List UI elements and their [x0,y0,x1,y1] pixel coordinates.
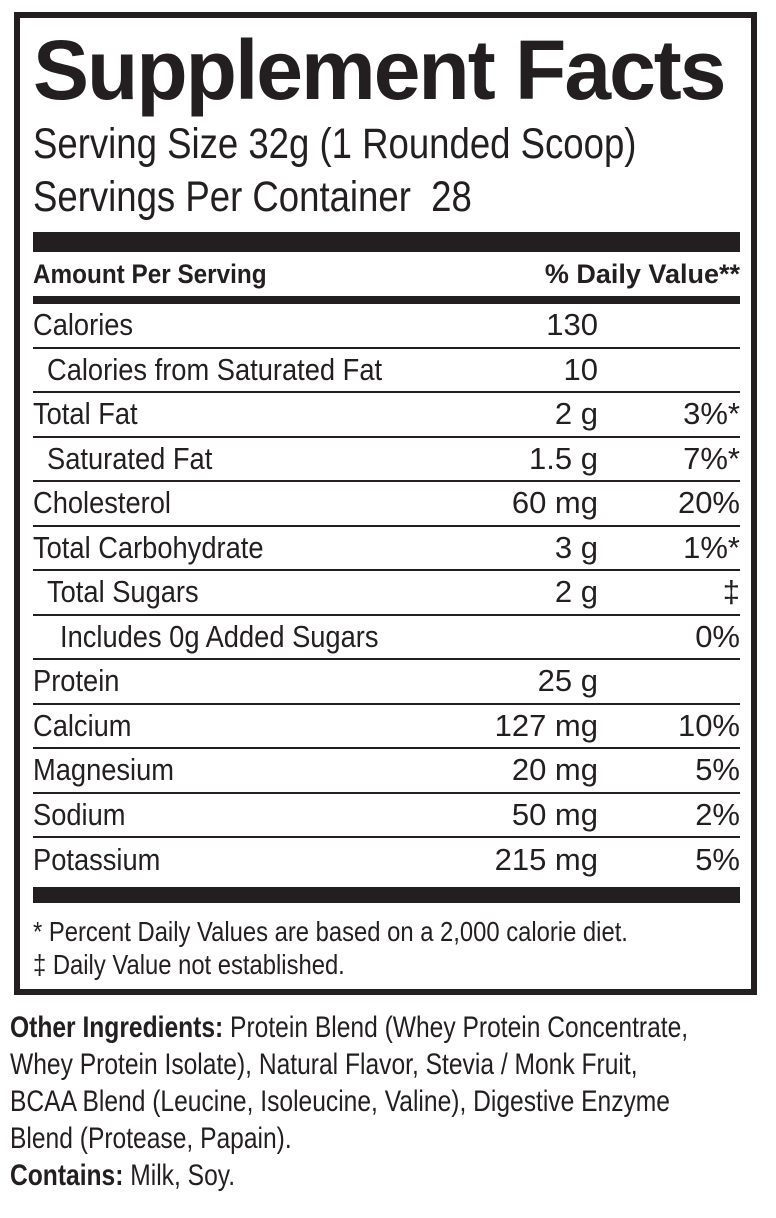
row-calories: Calories 130 [33,304,740,349]
contains-label: Contains: [10,1158,124,1192]
nutrient-amount: 215 mg [494,842,598,878]
ingredients-section: Other Ingredients: Protein Blend (Whey P… [10,1009,773,1194]
row-calcium: Calcium 127 mg 10% [33,705,740,749]
nutrient-daily-value: 10% [677,707,740,743]
nutrient-daily-value: ‡ [722,574,740,610]
nutrient-daily-value: 5% [695,752,740,788]
servings-per-container-line: Servings Per Container 28 [33,171,740,224]
row-sodium: Sodium 50 mg 2% [33,794,740,838]
nutrient-name: Includes 0g Added Sugars [60,618,379,654]
nutrient-name: Potassium [33,842,161,878]
nutrient-name: Sodium [33,796,126,832]
row-total-sugars: Total Sugars 2 g ‡ [33,571,740,616]
nutrient-name: Protein [33,663,120,699]
nutrient-amount: 130 [546,307,598,343]
footnotes: * Percent Daily Values are based on a 2,… [33,915,740,981]
row-saturated-fat: Saturated Fat 1.5 g 7%* [33,438,740,482]
nutrient-amount: 2 g [554,396,598,432]
serving-size-text: Serving Size 32g (1 Rounded Scoop) [33,120,637,168]
nutrient-daily-value: 2% [695,796,740,832]
nutrient-amount: 2 g [554,574,598,610]
other-ingredients-text: Protein Blend (Whey Protein Concentrate,… [10,1010,689,1155]
nutrient-daily-value: 0% [695,618,740,654]
nutrient-name: Magnesium [33,752,175,788]
footnote-daily-values: * Percent Daily Values are based on a 2,… [33,915,628,947]
nutrient-amount: 25 g [537,663,598,699]
nutrient-amount: 10 [563,351,598,387]
nutrient-daily-value: 1%* [683,529,740,565]
row-total-fat: Total Fat 2 g 3%* [33,393,740,438]
nutrient-amount: 60 mg [511,485,598,521]
nutrient-amount: 50 mg [511,796,598,832]
nutrient-amount: 1.5 g [529,440,598,476]
nutrient-amount: 3 g [554,529,598,565]
row-added-sugars: Includes 0g Added Sugars 0% [33,616,740,660]
separator-bar-bottom [33,886,740,903]
amount-per-serving-header-text: Amount Per Serving [33,258,267,289]
daily-value-header: % Daily Value** [544,258,740,289]
nutrient-name: Calcium [33,707,132,743]
amount-per-serving-header: Amount Per Serving [33,259,293,290]
separator-bar-top [33,232,740,252]
nutrient-name: Calories from Saturated Fat [47,351,383,387]
other-ingredients-label: Other Ingredients: [10,1010,224,1044]
nutrient-amount: 127 mg [494,707,598,743]
servings-per-container-text: Servings Per Container 28 [33,173,472,221]
footnote-dv-not-established: ‡ Daily Value not established. [33,948,345,980]
serving-size-line: Serving Size 32g (1 Rounded Scoop) [33,118,740,171]
row-calories-from-saturated-fat: Calories from Saturated Fat 10 [33,349,740,393]
row-potassium: Potassium 215 mg 5% [33,838,740,883]
nutrient-daily-value: 3%* [683,396,740,432]
supplement-facts-panel: Supplement Facts Serving Size 32g (1 Rou… [14,12,757,995]
row-total-carbohydrate: Total Carbohydrate 3 g 1%* [33,527,740,571]
nutrient-name: Total Carbohydrate [33,529,264,565]
nutrient-amount: 20 mg [511,752,598,788]
column-header-row: Amount Per Serving % Daily Value** [33,252,740,296]
nutrient-daily-value: 5% [695,842,740,878]
contains-text: Milk, Soy. [123,1158,236,1192]
row-protein: Protein 25 g [33,660,740,705]
nutrient-name: Total Sugars [47,574,199,610]
nutrient-name: Saturated Fat [47,440,213,476]
nutrient-daily-value: 20% [677,485,740,521]
row-cholesterol: Cholesterol 60 mg 20% [33,482,740,527]
nutrient-name: Calories [33,307,134,343]
nutrient-name: Total Fat [33,396,138,432]
nutrient-daily-value: 7%* [683,440,740,476]
row-magnesium: Magnesium 20 mg 5% [33,749,740,794]
separator-bar-header [33,296,740,304]
panel-title: Supplement Facts [33,23,726,117]
nutrient-name: Cholesterol [33,485,171,521]
